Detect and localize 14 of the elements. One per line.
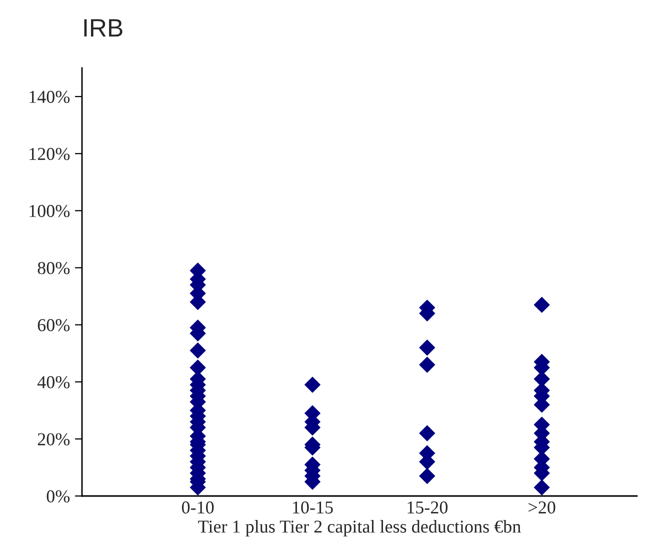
x-tick-label: 15-20 — [408, 501, 448, 514]
x-axis-title: Tier 1 plus Tier 2 capital less deductions €bn — [198, 520, 521, 536]
x-tick-label: 0-10 — [182, 501, 214, 514]
x-tick-label: >20 — [528, 501, 556, 514]
y-tick-label: 120% — [30, 148, 70, 160]
y-tick-label: 40% — [37, 376, 70, 388]
y-tick-label: 20% — [38, 433, 70, 446]
y-tick-label: 0% — [46, 490, 70, 502]
y-tick-label: 100% — [30, 204, 70, 218]
x-tick-label: 10-15 — [293, 501, 333, 514]
y-tick-label: 80% — [38, 262, 70, 274]
y-tick-label: 60% — [38, 319, 70, 332]
y-tick-label: 140% — [30, 90, 70, 104]
chart-title: IRB — [84, 19, 122, 36]
